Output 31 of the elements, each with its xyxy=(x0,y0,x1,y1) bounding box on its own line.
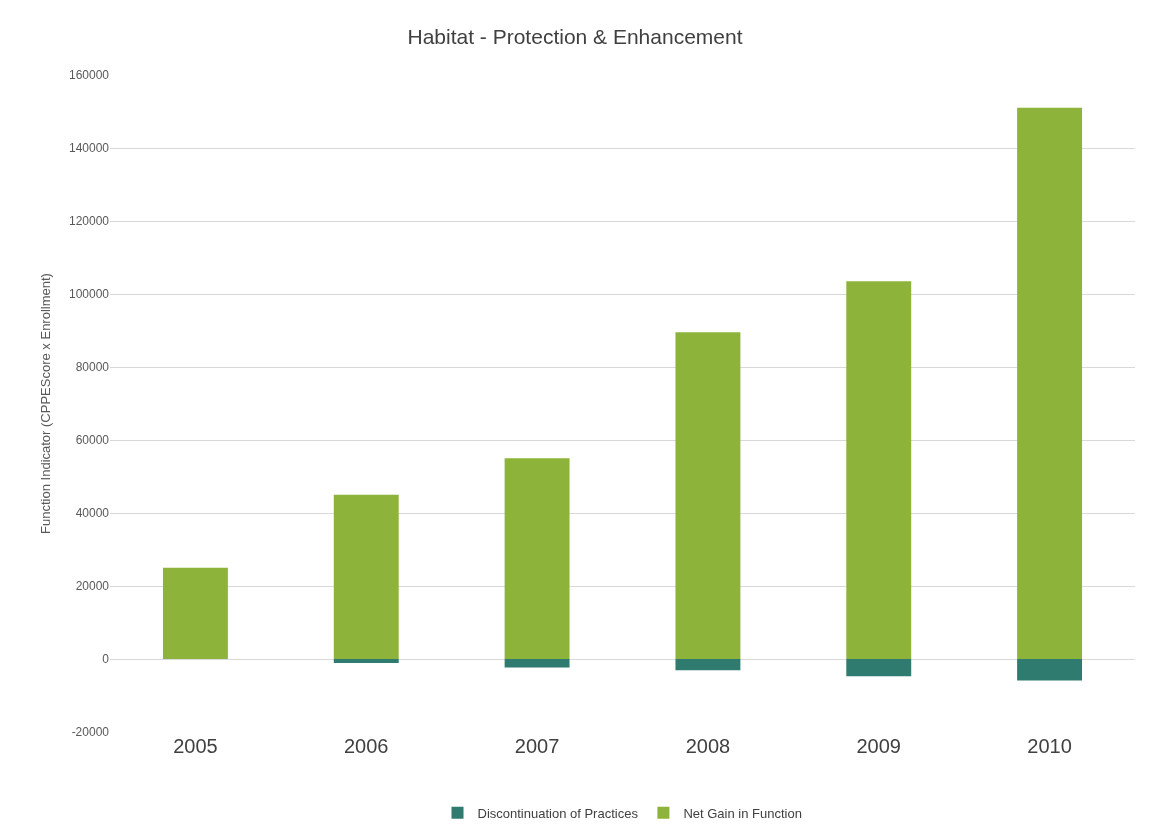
x-tick-label: 2007 xyxy=(514,735,560,757)
x-tick-label: 2009 xyxy=(856,735,901,757)
y-tick-label: 160000 xyxy=(68,68,110,83)
y-tick-label: 20000 xyxy=(75,579,110,594)
x-tick-label: 2006 xyxy=(344,735,389,757)
y-axis-title: Function Indicator (CPPEScore x Enrollment) xyxy=(37,273,53,534)
bar xyxy=(1017,659,1083,681)
bar xyxy=(333,494,399,659)
x-tick-label: 2010 xyxy=(1027,735,1072,757)
chart-title: Habitat - Protection & Enhancement xyxy=(407,25,743,49)
bar xyxy=(675,332,741,659)
y-tick-label: 80000 xyxy=(75,360,110,375)
y-tick-label: 0 xyxy=(102,652,110,667)
bar xyxy=(846,659,912,677)
y-tick-label: 100000 xyxy=(68,287,110,302)
y-tick-label: 40000 xyxy=(75,506,110,521)
bar xyxy=(504,458,570,659)
legend-label: Net Gain in Function xyxy=(683,805,802,821)
bar xyxy=(1017,107,1083,659)
x-tick-label: 2005 xyxy=(173,735,218,757)
bar xyxy=(846,281,912,659)
x-tick-label: 2008 xyxy=(685,735,731,757)
bar xyxy=(504,659,570,668)
bar xyxy=(675,659,741,671)
y-tick-label: 120000 xyxy=(68,214,110,229)
y-tick-label: 140000 xyxy=(68,141,110,156)
y-tick-label: 60000 xyxy=(75,433,110,448)
bar xyxy=(333,659,399,664)
y-tick-label: -20000 xyxy=(71,725,110,740)
legend-label: Discontinuation of Practices xyxy=(477,805,639,821)
bar xyxy=(162,567,228,659)
